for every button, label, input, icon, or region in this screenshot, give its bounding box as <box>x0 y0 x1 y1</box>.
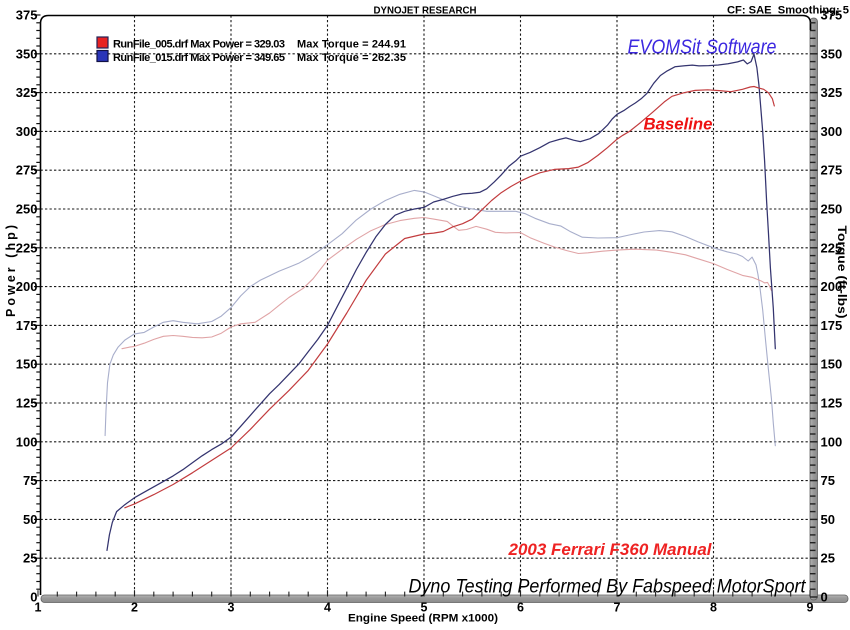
svg-text:300: 300 <box>821 124 843 139</box>
svg-text:75: 75 <box>821 473 835 488</box>
svg-text:225: 225 <box>821 240 843 255</box>
svg-text:DYNOJET RESEARCH: DYNOJET RESEARCH <box>374 5 477 17</box>
svg-text:1: 1 <box>35 601 42 615</box>
svg-text:350: 350 <box>16 46 38 61</box>
svg-text:Torque (ft-lbs): Torque (ft-lbs) <box>835 226 849 319</box>
svg-text:8: 8 <box>710 601 717 615</box>
svg-text:350: 350 <box>821 46 843 61</box>
svg-text:200: 200 <box>821 279 843 294</box>
svg-text:300: 300 <box>16 124 38 139</box>
svg-text:Max Torque = 262.35: Max Torque = 262.35 <box>297 52 406 64</box>
svg-text:125: 125 <box>16 396 38 411</box>
svg-text:275: 275 <box>16 163 38 178</box>
svg-text:75: 75 <box>23 473 37 488</box>
svg-text:150: 150 <box>821 357 843 372</box>
svg-text:125: 125 <box>821 396 843 411</box>
svg-text:25: 25 <box>23 551 37 566</box>
svg-text:9: 9 <box>807 601 814 615</box>
svg-text:225: 225 <box>16 240 38 255</box>
svg-text:7: 7 <box>614 601 621 615</box>
svg-text:175: 175 <box>821 318 843 333</box>
svg-text:RunFile_005.drf Max Power = 32: RunFile_005.drf Max Power = 329.03 <box>113 39 285 51</box>
svg-text:6: 6 <box>517 601 524 615</box>
svg-text:200: 200 <box>16 279 38 294</box>
svg-text:Power (hp): Power (hp) <box>4 225 18 317</box>
svg-text:150: 150 <box>16 357 38 372</box>
svg-text:275: 275 <box>821 163 843 178</box>
svg-text:100: 100 <box>16 434 38 449</box>
svg-text:250: 250 <box>16 202 38 217</box>
svg-text:4: 4 <box>324 601 331 615</box>
svg-text:50: 50 <box>23 512 37 527</box>
svg-text:250: 250 <box>821 202 843 217</box>
svg-text:CF: SAE Smoothing: 5: CF: SAE Smoothing: 5 <box>727 5 849 17</box>
svg-text:5: 5 <box>421 601 428 615</box>
svg-text:100: 100 <box>821 434 843 449</box>
svg-text:Max Torque = 244.91: Max Torque = 244.91 <box>297 39 406 51</box>
svg-text:Dyno Testing Performed By Fabs: Dyno Testing Performed By Fabspeed Motor… <box>409 576 807 598</box>
svg-text:325: 325 <box>16 85 38 100</box>
svg-text:3: 3 <box>228 601 235 615</box>
svg-text:Baseline: Baseline <box>644 116 713 134</box>
svg-text:Engine Speed (RPM x1000): Engine Speed (RPM x1000) <box>348 613 498 625</box>
svg-text:25: 25 <box>821 551 835 566</box>
svg-text:2003 Ferrari F360 Manual: 2003 Ferrari F360 Manual <box>507 541 711 559</box>
svg-text:EVOMSit Software: EVOMSit Software <box>628 37 777 59</box>
svg-text:375: 375 <box>16 8 38 23</box>
svg-text:0: 0 <box>30 590 37 605</box>
svg-text:375: 375 <box>821 8 843 23</box>
svg-text:175: 175 <box>16 318 38 333</box>
svg-text:325: 325 <box>821 85 843 100</box>
svg-text:2: 2 <box>131 601 138 615</box>
svg-text:50: 50 <box>821 512 835 527</box>
svg-text:RunFile_015.drf Max Power = 34: RunFile_015.drf Max Power = 349.65 <box>113 52 285 64</box>
svg-text:0: 0 <box>821 590 828 605</box>
